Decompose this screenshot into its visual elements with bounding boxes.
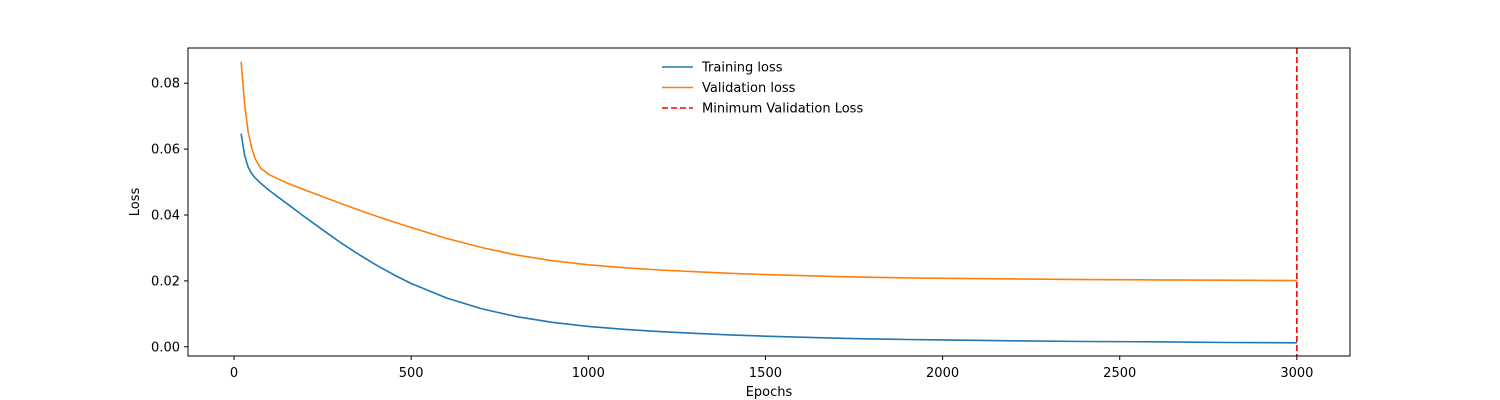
axes-frame [187,47,1351,357]
legend-label-minimum-validation-loss: Minimum Validation Loss [702,102,863,117]
y-tick-label: 0.06 [151,143,180,158]
y-tick-label: 0.00 [151,340,180,355]
x-tick-label: 2000 [926,366,959,381]
plot-area [187,47,1351,357]
x-tick-label: 3000 [1280,366,1313,381]
y-axis-ticks: 0.00 0.02 0.04 0.06 0.08 [151,77,188,355]
y-tick-label: 0.02 [151,274,180,289]
legend-label-validation-loss: Validation loss [702,81,796,96]
series-line-validation-loss [240,61,1297,282]
x-tick-label: 0 [230,366,238,381]
x-tick-label: 2500 [1103,366,1136,381]
x-tick-label: 1500 [749,366,782,381]
y-tick-label: 0.08 [151,77,180,92]
y-tick-label: 0.04 [151,209,180,224]
x-tick-label: 1000 [572,366,605,381]
legend-label-training-loss: Training loss [701,61,783,76]
legend: Training loss Validation loss Minimum Va… [662,61,863,117]
x-tick-label: 500 [399,366,424,381]
x-axis-ticks: 0 500 1000 1500 2000 2500 3000 [230,356,1313,381]
y-axis-label: Loss [128,188,143,217]
x-axis-label: Epochs [746,385,793,400]
series-layer [240,61,1297,344]
series-line-training-loss [240,133,1297,344]
